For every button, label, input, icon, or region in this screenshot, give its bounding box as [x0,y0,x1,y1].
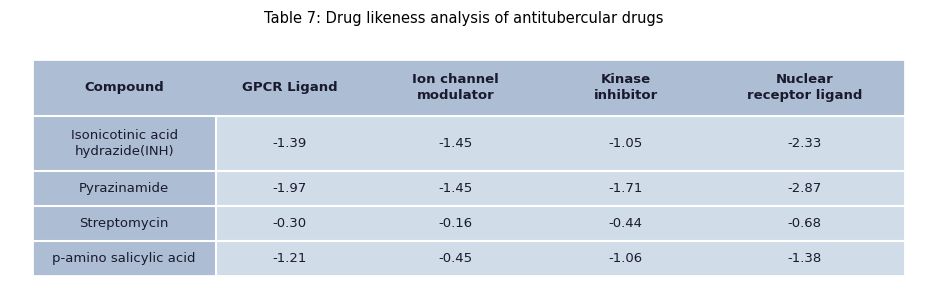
Bar [32,116,215,171]
Text: -1.21: -1.21 [273,252,307,265]
Text: Kinase
inhibitor: Kinase inhibitor [593,73,657,102]
Text: Compound: Compound [84,81,164,94]
Text: -2.87: -2.87 [786,182,820,195]
Text: -0.16: -0.16 [438,217,472,230]
Text: GPCR Ligand: GPCR Ligand [242,81,337,94]
Text: -1.05: -1.05 [608,137,642,150]
Text: p-amino salicylic acid: p-amino salicylic acid [52,252,196,265]
Text: Ion channel
modulator: Ion channel modulator [412,73,499,102]
Text: Streptomycin: Streptomycin [80,217,169,230]
Text: Pyrazinamide: Pyrazinamide [79,182,169,195]
Text: -1.45: -1.45 [438,137,472,150]
Text: -1.39: -1.39 [273,137,307,150]
Text: -1.45: -1.45 [438,182,472,195]
Text: -1.38: -1.38 [786,252,820,265]
Text: -0.44: -0.44 [608,217,642,230]
Text: Table 7: Drug likeness analysis of antitubercular drugs: Table 7: Drug likeness analysis of antit… [264,11,663,26]
Text: -1.06: -1.06 [608,252,642,265]
Text: -1.71: -1.71 [608,182,642,195]
Bar [32,171,215,206]
Bar [32,59,904,276]
Text: -0.45: -0.45 [438,252,472,265]
Text: -1.97: -1.97 [273,182,307,195]
Bar [32,59,904,276]
Text: -0.68: -0.68 [787,217,820,230]
Bar [32,241,215,276]
Text: Nuclear
receptor ligand: Nuclear receptor ligand [746,73,861,102]
Bar [32,59,904,116]
Text: Isonicotinic acid
hydrazide(INH): Isonicotinic acid hydrazide(INH) [70,129,177,158]
Bar [32,206,215,241]
Text: -0.30: -0.30 [273,217,307,230]
Text: -2.33: -2.33 [786,137,820,150]
